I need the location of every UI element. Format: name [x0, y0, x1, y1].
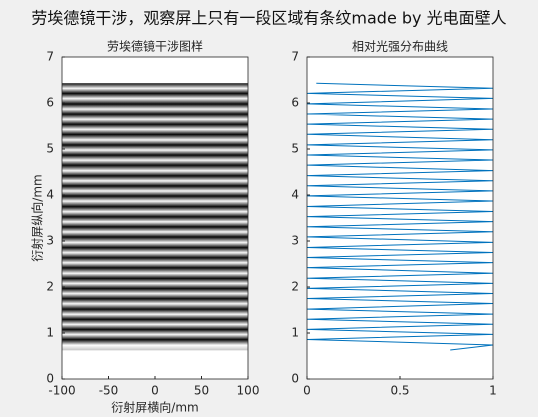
x-tick-label: 1	[489, 384, 497, 398]
image-band	[62, 288, 248, 294]
image-band	[62, 344, 248, 351]
image-band	[62, 144, 248, 151]
image-band	[62, 298, 248, 304]
image-band	[62, 180, 248, 187]
image-band	[62, 185, 248, 192]
image-band	[62, 165, 248, 171]
image-band	[62, 216, 248, 222]
image-band	[62, 206, 248, 212]
x-tick-label: -100	[48, 384, 75, 398]
image-band	[62, 124, 248, 130]
x-tick-label: 0	[303, 384, 311, 398]
y-tick-label: 7	[291, 50, 299, 64]
image-band	[62, 119, 248, 125]
x-tick-label: 0	[151, 384, 159, 398]
image-band	[62, 170, 248, 176]
image-band	[62, 231, 248, 238]
image-band	[62, 252, 248, 258]
image-band	[62, 303, 248, 310]
image-band	[62, 134, 248, 141]
image-band	[62, 211, 248, 217]
y-tick-label: 7	[46, 50, 54, 64]
image-band	[62, 221, 248, 228]
y-tick-label: 2	[46, 280, 54, 294]
image-band	[62, 293, 248, 299]
y-tick-label: 6	[46, 96, 54, 110]
y-tick-label: 4	[291, 188, 299, 202]
y-tick-label: 5	[291, 142, 299, 156]
image-band	[62, 83, 248, 89]
y-tick-label: 1	[46, 326, 54, 340]
image-band	[62, 242, 248, 248]
image-band	[62, 314, 248, 320]
image-band	[62, 139, 248, 146]
image-band	[62, 195, 248, 202]
image-band	[62, 93, 248, 99]
image-band	[62, 339, 248, 346]
x-tick-label: 50	[194, 384, 209, 398]
image-band	[62, 273, 248, 279]
y-tick-label: 3	[46, 234, 54, 248]
x-tick-label: 0.5	[390, 384, 409, 398]
image-band	[62, 329, 248, 335]
image-band	[62, 108, 248, 115]
y-tick-label: 0	[291, 372, 299, 386]
image-band	[62, 247, 248, 253]
x-axis-label: 衍射屏横向/mm	[111, 400, 198, 415]
image-band	[62, 88, 248, 94]
image-band	[62, 278, 248, 284]
image-band	[62, 154, 248, 161]
x-tick-label: -50	[99, 384, 119, 398]
image-band	[62, 226, 248, 233]
x-tick-label: 100	[237, 384, 260, 398]
y-axis-label: 衍射屏纵向/mm	[30, 174, 45, 261]
axes-title: 相对光强分布曲线	[352, 40, 448, 54]
image-band	[62, 267, 248, 274]
image-band	[62, 309, 248, 315]
image-band	[62, 257, 248, 263]
image-band	[62, 149, 248, 156]
image-band	[62, 200, 248, 207]
y-tick-label: 2	[291, 280, 299, 294]
image-band	[62, 190, 248, 197]
image-band	[62, 114, 248, 120]
image-band	[62, 283, 248, 289]
figure-title: 劳埃德镜干涉，观察屏上只有一段区域有条纹made by 光电面壁人	[31, 9, 506, 28]
axes-background	[307, 57, 493, 379]
image-band	[62, 262, 248, 268]
image-band	[62, 98, 248, 105]
axes-title: 劳埃德镜干涉图样	[107, 39, 203, 54]
image-band	[62, 103, 248, 110]
image-band	[62, 334, 248, 340]
image-band	[62, 129, 248, 135]
image-band	[62, 324, 248, 330]
y-tick-label: 3	[291, 234, 299, 248]
image-band	[62, 319, 248, 325]
y-tick-label: 4	[46, 188, 54, 202]
image-band	[62, 160, 248, 166]
y-tick-label: 0	[46, 372, 54, 386]
image-band	[62, 175, 248, 182]
y-tick-label: 6	[291, 96, 299, 110]
image-band	[62, 236, 248, 243]
y-tick-label: 1	[291, 326, 299, 340]
y-tick-label: 5	[46, 142, 54, 156]
